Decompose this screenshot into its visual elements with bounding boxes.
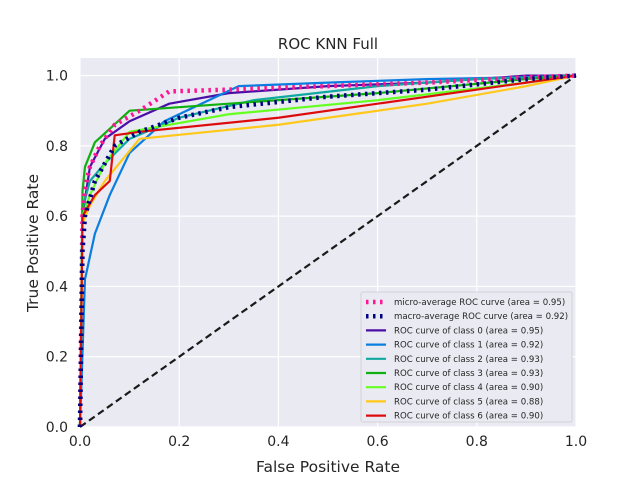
series-line-1 <box>77 73 577 428</box>
y-tick-label: 0.0 <box>46 420 68 436</box>
y-tick-label: 0.2 <box>46 350 68 366</box>
y-tick-label: 0.4 <box>46 279 68 295</box>
x-tick-label: 0.4 <box>267 434 289 450</box>
ticks: 0.0 0.2 0.4 0.6 0.8 1.0 0.0 0.2 0.4 0.6 0.8 1.0 <box>46 69 587 450</box>
legend-label-7: ROC curve of class 5 (area = 0.88) <box>394 397 543 407</box>
x-axis-label: False Positive Rate <box>256 458 400 476</box>
legend-label-2: ROC curve of class 0 (area = 0.95) <box>394 326 543 336</box>
x-tick-label: 0.8 <box>466 434 488 450</box>
legend-label-6: ROC curve of class 4 (area = 0.90) <box>394 383 543 393</box>
series-line-9 <box>79 74 577 428</box>
x-tick-label: 1.0 <box>565 434 587 450</box>
chart-title: ROC KNN Full <box>278 35 378 53</box>
legend-box <box>360 291 573 423</box>
legend-label-8: ROC curve of class 6 (area = 0.90) <box>394 412 543 422</box>
x-tick-label: 0.2 <box>168 434 190 450</box>
y-axis-label: True Positive Rate <box>24 174 42 313</box>
legend-label-3: ROC curve of class 1 (area = 0.92) <box>394 341 543 351</box>
x-tick-label: 0.0 <box>69 434 91 450</box>
legend-label-4: ROC curve of class 2 (area = 0.93) <box>394 355 543 365</box>
x-tick-label: 0.6 <box>366 434 388 450</box>
legend-label-5: ROC curve of class 3 (area = 0.93) <box>394 369 543 379</box>
legend-label-0: micro-average ROC curve (area = 0.95) <box>394 298 565 308</box>
series-line-0 <box>77 73 577 428</box>
y-tick-label: 0.8 <box>46 139 68 155</box>
legend: micro-average ROC curve (area = 0.95) mac… <box>360 291 573 423</box>
y-tick-label: 0.6 <box>46 209 68 225</box>
grid <box>79 58 577 428</box>
series-line-7 <box>78 74 577 428</box>
series-layer <box>77 73 577 428</box>
legend-label-1: macro-average ROC curve (area = 0.92) <box>394 312 568 322</box>
y-tick-label: 1.0 <box>46 69 68 85</box>
